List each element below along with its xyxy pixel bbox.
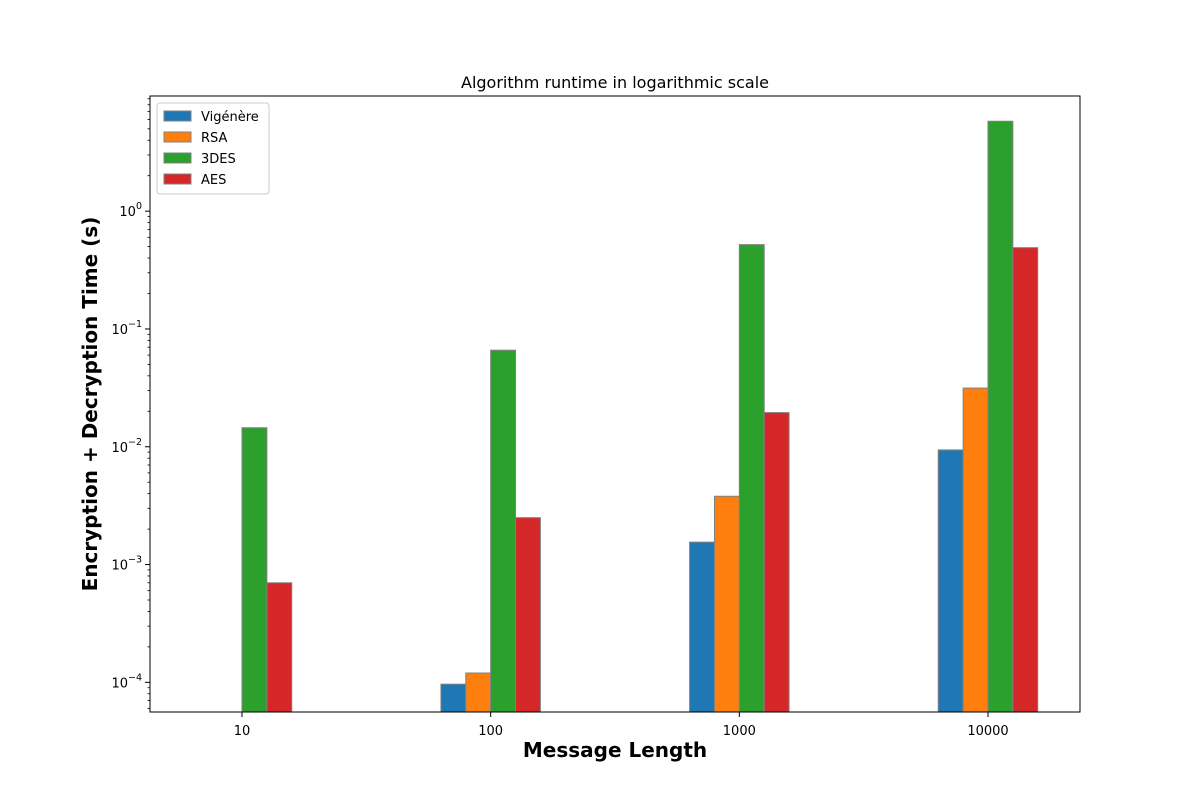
- x-axis-label: Message Length: [523, 738, 707, 762]
- y-tick-label: 10−2: [111, 437, 142, 456]
- legend-entry-label: RSA: [201, 131, 228, 146]
- bar-rsa-10000: [962, 387, 989, 713]
- legend-box: [156, 102, 270, 195]
- y-tick-label: 10−1: [111, 319, 142, 338]
- legend: Vigénère RSA 3DES AES: [156, 102, 270, 195]
- bar-aes-100: [515, 517, 541, 713]
- legend-swatch: [163, 110, 192, 122]
- bar-aes-10: [266, 582, 293, 713]
- y-tick-label: 10−3: [111, 555, 142, 574]
- bar-rsa-100: [465, 672, 492, 713]
- bar-vignre-10000: [937, 449, 964, 713]
- y-tick-label: 10−4: [111, 672, 142, 691]
- legend-entry-label: 3DES: [201, 152, 236, 167]
- bar-vignre-1000: [689, 541, 715, 713]
- x-tick-label: 100: [478, 724, 503, 739]
- plot-frame: [149, 95, 1081, 713]
- bar-3des-10000: [987, 120, 1014, 713]
- bar-3des-10: [241, 427, 268, 713]
- x-tick-label: 10000: [967, 724, 1008, 739]
- legend-swatch: [163, 131, 192, 143]
- legend-swatch: [163, 152, 192, 164]
- y-tick-label: 100: [119, 201, 142, 220]
- x-axis-ticks: 10 100 1000 10000: [234, 712, 1009, 739]
- legend-entry-label: AES: [201, 173, 226, 188]
- bar-aes-10000: [1012, 247, 1039, 713]
- bar-vignre-100: [440, 683, 467, 713]
- bar-3des-1000: [738, 244, 765, 713]
- legend-swatch: [163, 173, 192, 185]
- bars-group: [241, 120, 1039, 713]
- y-axis-label: Encryption + Decryption Time (s): [78, 217, 102, 592]
- bar-aes-1000: [763, 412, 790, 713]
- bar-rsa-1000: [713, 495, 740, 713]
- legend-entry-label: Vigénère: [201, 110, 259, 125]
- x-tick-label: 10: [234, 724, 251, 739]
- bar-3des-100: [490, 349, 517, 713]
- chart-title: Algorithm runtime in logarithmic scale: [461, 73, 769, 92]
- x-tick-label: 1000: [723, 724, 756, 739]
- y-axis-ticks: 10−4 10−3 10−2 10−1 100: [111, 98, 150, 709]
